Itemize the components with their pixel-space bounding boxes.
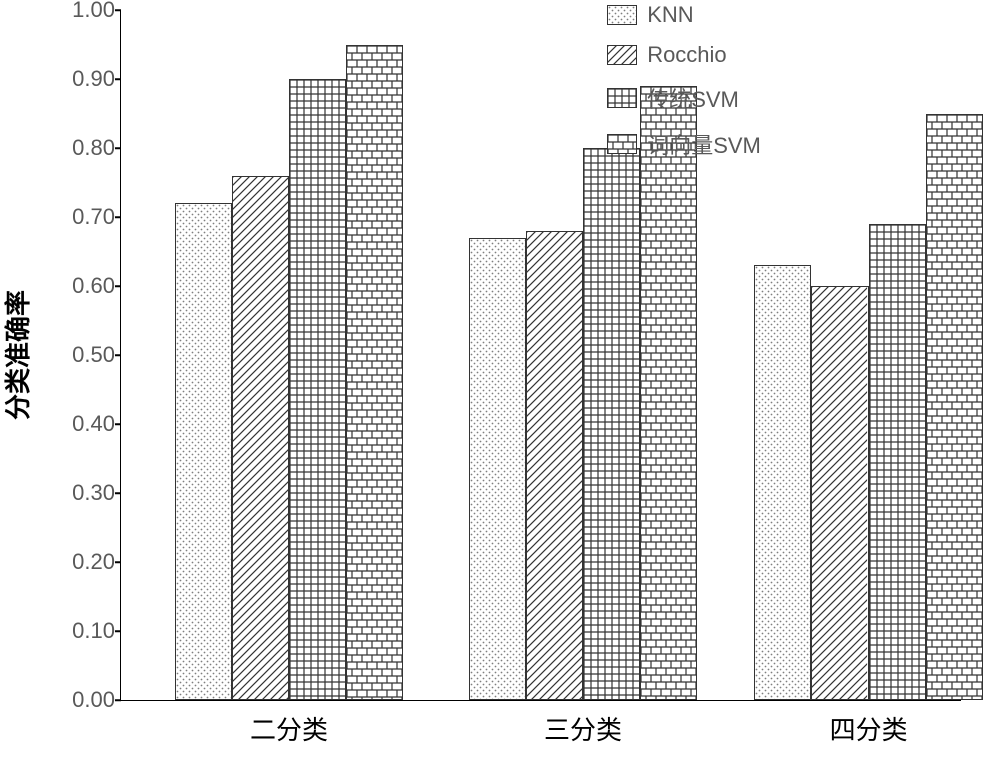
bar-fill [176, 204, 231, 699]
y-tick-label: 0.60 [72, 273, 121, 299]
y-tick [115, 78, 121, 80]
bar [346, 45, 403, 701]
y-tick [115, 630, 121, 632]
y-tick [115, 9, 121, 11]
legend-item: Rocchio [607, 42, 761, 68]
legend-swatch [607, 134, 637, 154]
y-tick [115, 285, 121, 287]
y-tick-label: 0.70 [72, 204, 121, 230]
y-tick-label: 0.00 [72, 687, 121, 713]
y-tick [115, 699, 121, 701]
legend-item: KNN [607, 2, 761, 28]
y-tick [115, 354, 121, 356]
bar-fill [470, 239, 525, 699]
bar-fill [870, 225, 925, 699]
bar-fill [608, 46, 636, 64]
legend-swatch [607, 45, 637, 65]
bar [526, 231, 583, 700]
y-tick [115, 492, 121, 494]
y-tick-label: 0.20 [72, 549, 121, 575]
y-tick [115, 423, 121, 425]
bar-fill [812, 287, 867, 699]
bar [289, 79, 346, 700]
x-tick-label: 二分类 [250, 700, 328, 747]
bar [583, 148, 640, 700]
legend: KNN Rocchio 传统SVM 词向量SVM [607, 2, 761, 160]
legend-label: 传统SVM [647, 82, 739, 114]
bar-fill [927, 115, 982, 700]
y-tick [115, 216, 121, 218]
bar [811, 286, 868, 700]
bar-fill [584, 149, 639, 699]
bar [869, 224, 926, 700]
bar-fill [347, 46, 402, 700]
bar [469, 238, 526, 700]
bar-fill [608, 89, 636, 107]
bar [754, 265, 811, 700]
legend-label: Rocchio [647, 42, 726, 68]
bar-fill [755, 266, 810, 699]
y-tick-label: 0.90 [72, 66, 121, 92]
bar [640, 86, 697, 700]
y-tick-label: 0.80 [72, 135, 121, 161]
legend-swatch [607, 88, 637, 108]
y-tick-label: 0.40 [72, 411, 121, 437]
bar-fill [527, 232, 582, 699]
y-tick-label: 0.10 [72, 618, 121, 644]
bar-fill [290, 80, 345, 699]
chart-container: 0.00 0.10 0.20 0.30 0.40 0.50 0.60 0.70 0.80 0.90… [0, 0, 1000, 768]
bar-fill [641, 87, 696, 699]
y-tick-label: 1.00 [72, 0, 121, 23]
bar [232, 176, 289, 700]
bar [926, 114, 983, 701]
x-tick-label: 四分类 [830, 700, 908, 747]
bar-fill [233, 177, 288, 699]
y-tick [115, 561, 121, 563]
bar-fill [608, 6, 636, 24]
legend-item: 传统SVM [607, 82, 761, 114]
legend-label: 词向量SVM [647, 128, 761, 160]
y-tick-label: 0.30 [72, 480, 121, 506]
legend-swatch [607, 5, 637, 25]
y-tick [115, 147, 121, 149]
legend-item: 词向量SVM [607, 128, 761, 160]
plot-area: 0.000.100.200.300.400.500.600.700.800.90… [120, 10, 961, 701]
x-tick-label: 三分类 [544, 700, 622, 747]
bar [175, 203, 232, 700]
legend-label: KNN [647, 2, 693, 28]
y-tick-label: 0.50 [72, 342, 121, 368]
y-axis-title: 分类准确率 [0, 290, 35, 420]
bar-fill [608, 135, 636, 153]
